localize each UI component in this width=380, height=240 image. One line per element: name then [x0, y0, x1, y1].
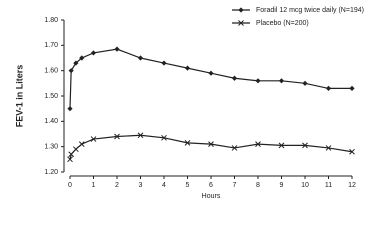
marker [325, 85, 332, 91]
x-tick-label: 4 [162, 182, 166, 189]
x-tick-label: 8 [256, 182, 260, 189]
marker [137, 55, 144, 61]
marker [325, 145, 332, 151]
marker [161, 60, 167, 66]
y-tick-label: 1.30 [44, 144, 58, 151]
marker [208, 141, 214, 147]
legend-label: Placebo (N=200) [256, 20, 309, 27]
marker [78, 141, 85, 147]
marker [73, 60, 79, 66]
y-tick-label: 1.20 [44, 169, 58, 176]
marker [278, 78, 285, 84]
marker [278, 142, 285, 149]
marker [255, 78, 261, 84]
marker [90, 136, 97, 142]
marker [231, 75, 238, 81]
legend-label: Foradil 12 mcg twice daily (N=194) [256, 7, 364, 14]
x-tick-label: 0 [68, 182, 72, 189]
y-tick-label: 1.40 [44, 118, 58, 125]
marker [302, 142, 308, 149]
x-tick-label: 2 [115, 182, 119, 189]
marker [208, 70, 214, 76]
marker [238, 20, 244, 26]
marker [79, 55, 85, 61]
marker [67, 156, 73, 163]
marker [349, 85, 355, 91]
x-tick-label: 3 [139, 182, 143, 189]
y-tick-label: 1.70 [44, 42, 58, 49]
chart: Hours FEV-1 in Liters 1.20 1.30 1.40 1.50 1.… [14, 7, 364, 200]
x-tick-label: 12 [348, 182, 356, 189]
marker [184, 140, 191, 146]
marker [90, 50, 97, 56]
series-line [69, 48, 352, 109]
marker [302, 80, 308, 86]
y-tick-label: 1.50 [44, 93, 58, 100]
x-tick-label: 1 [92, 182, 96, 189]
marker [68, 68, 74, 74]
marker [255, 141, 261, 147]
x-tick-label: 9 [280, 182, 284, 189]
marker [349, 148, 355, 155]
marker [238, 7, 244, 13]
marker [137, 132, 144, 139]
marker [114, 133, 120, 140]
y-tick-label: 1.80 [44, 17, 58, 24]
x-tick-label: 11 [325, 182, 332, 189]
marker [68, 151, 75, 158]
x-axis-label: Hours [202, 193, 221, 200]
series-line [69, 134, 353, 160]
marker [73, 146, 79, 153]
x-tick-label: 6 [209, 182, 213, 189]
marker [231, 145, 238, 151]
y-tick-label: 1.60 [44, 68, 58, 75]
x-tick-label: 5 [186, 182, 190, 189]
x-tick-label: 7 [233, 182, 237, 189]
marker [114, 46, 120, 52]
marker [67, 106, 73, 112]
marker [184, 65, 191, 71]
marker [161, 134, 167, 141]
y-axis-label: FEV-1 in Liters [14, 65, 24, 128]
x-tick-label: 10 [301, 182, 309, 189]
